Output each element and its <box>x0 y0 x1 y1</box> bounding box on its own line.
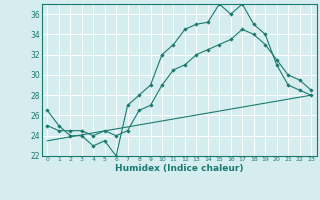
X-axis label: Humidex (Indice chaleur): Humidex (Indice chaleur) <box>115 164 244 173</box>
